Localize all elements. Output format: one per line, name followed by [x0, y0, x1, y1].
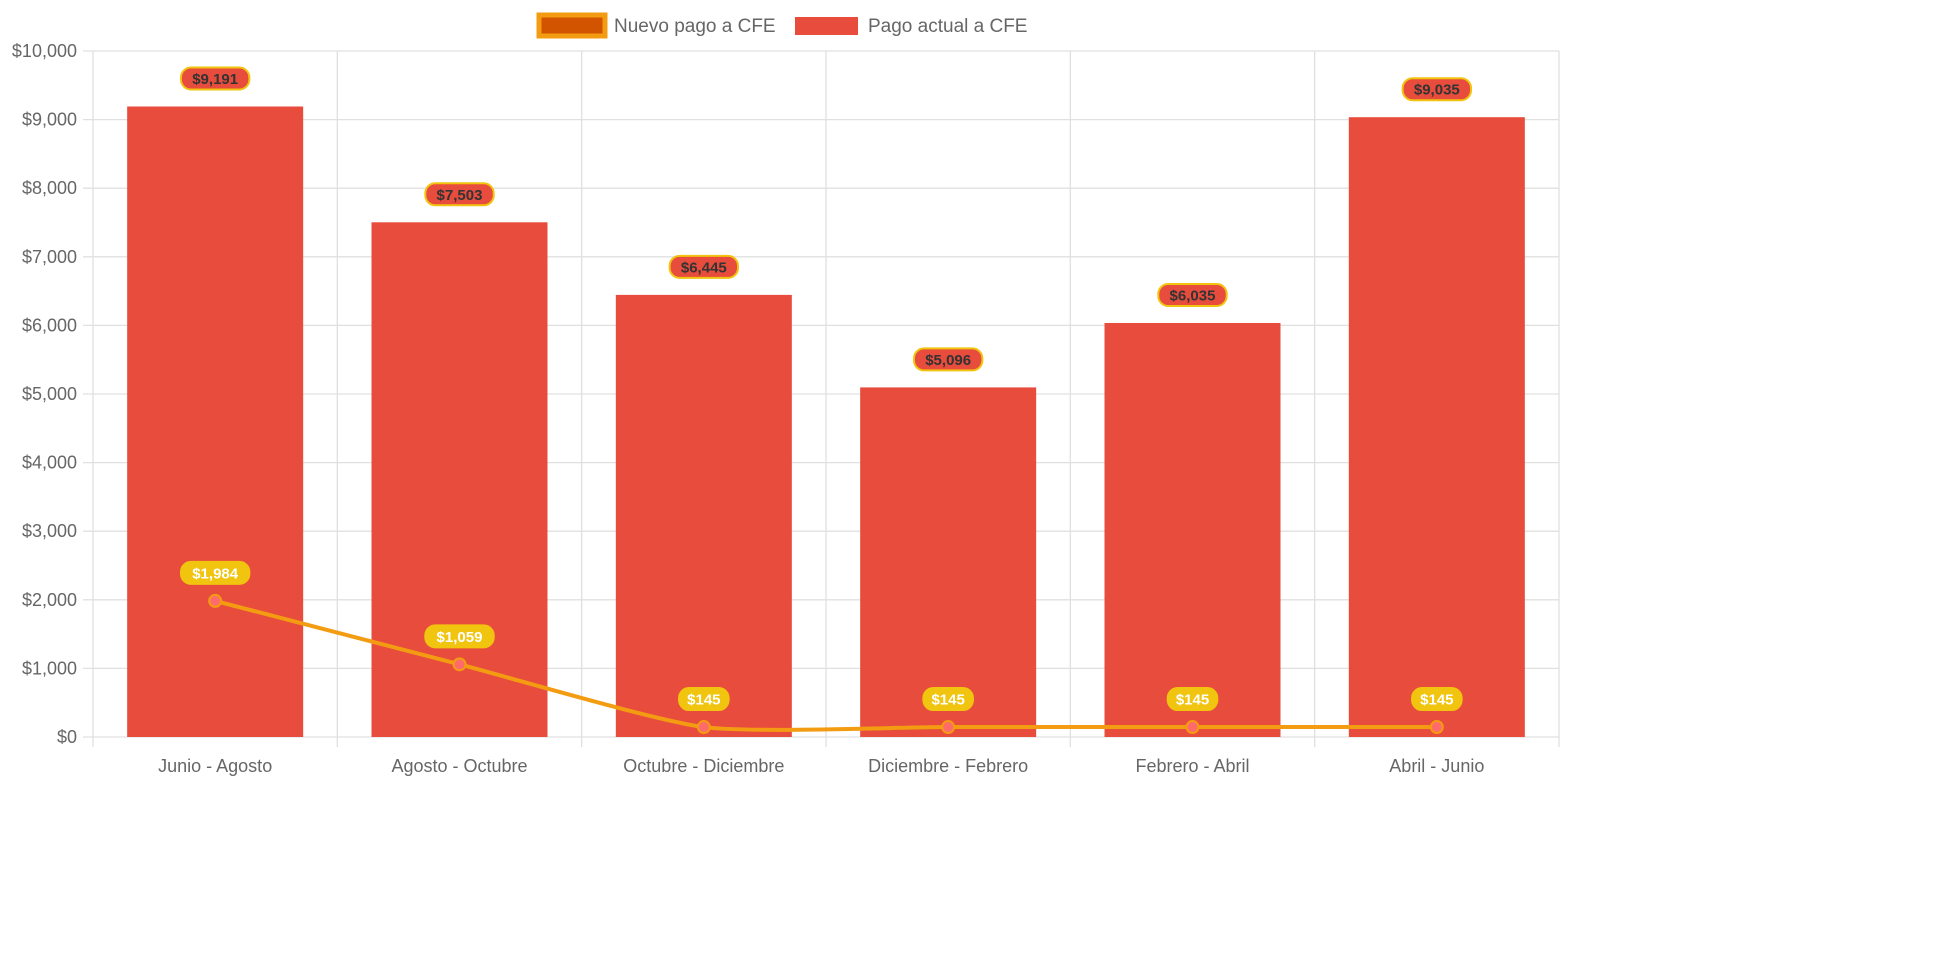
x-tick-label: Agosto - Octubre	[391, 756, 527, 776]
legend-label: Nuevo pago a CFE	[614, 16, 776, 37]
y-tick-label: $4,000	[22, 453, 77, 473]
x-tick-label: Junio - Agosto	[158, 756, 272, 776]
x-tick-label: Diciembre - Febrero	[868, 756, 1028, 776]
y-tick-label: $2,000	[22, 590, 77, 610]
bar-data-label: $9,191	[192, 71, 238, 88]
line-point	[1185, 720, 1200, 735]
data-labels: $9,191 $7,503 $6,445 $5,096 $6,035 $9,035 $1,9…	[179, 66, 1473, 712]
y-axis: $0 $1,000 $2,000 $3,000 $4,000 $5,000 $6,000 $7…	[12, 41, 77, 747]
line-data-label: $145	[931, 692, 964, 709]
legend-swatch-line	[536, 12, 608, 39]
line-data-label: $1,984	[192, 565, 239, 582]
bar-data-label: $5,096	[925, 352, 971, 369]
bar	[860, 387, 1037, 737]
legend-item-nuevo-pago[interactable]: Nuevo pago a CFE	[536, 12, 776, 39]
bar-data-label-bg	[668, 254, 740, 279]
bar-data-label: $7,503	[437, 187, 483, 204]
line-point	[452, 657, 467, 672]
bar	[127, 106, 304, 738]
line-point	[696, 720, 711, 735]
bar	[1104, 322, 1281, 737]
bar-data-label: $6,445	[681, 259, 727, 276]
line-data-label-bg	[179, 560, 251, 585]
line-point	[1429, 720, 1444, 735]
x-axis: Junio - Agosto Agosto - Octubre Octubre - …	[158, 756, 1484, 776]
y-tick-label: $6,000	[22, 315, 77, 335]
line-data-label-bg	[1411, 687, 1463, 712]
bar-data-label: $6,035	[1170, 287, 1216, 304]
bar	[615, 294, 792, 737]
line-data-label: $145	[1176, 692, 1209, 709]
line-point	[208, 593, 223, 608]
y-tick-label: $9,000	[22, 110, 77, 130]
line-point	[941, 720, 956, 735]
y-tick-label: $5,000	[22, 384, 77, 404]
bar-series	[127, 106, 1525, 738]
legend-swatch-bar	[795, 17, 858, 35]
line-data-label: $1,059	[437, 629, 483, 646]
y-tick-label: $0	[57, 727, 77, 747]
line-data-label-bg	[424, 624, 495, 649]
bar-data-label-bg	[424, 182, 495, 207]
x-tick-label: Octubre - Diciembre	[623, 756, 784, 776]
line-data-label-bg	[1166, 687, 1219, 712]
bar	[1348, 117, 1525, 738]
line-series	[208, 593, 1444, 735]
line-data-label: $145	[1420, 692, 1453, 709]
line-path	[214, 598, 1437, 732]
bar-data-label-bg	[179, 66, 251, 91]
y-tick-label: $7,000	[22, 247, 77, 267]
line-data-label-bg	[678, 687, 730, 712]
y-tick-label: $8,000	[22, 178, 77, 198]
line-data-label: $145	[687, 692, 720, 709]
legend: Nuevo pago a CFE Pago actual a CFE	[536, 12, 1027, 39]
bar-data-label-bg	[912, 347, 984, 372]
bar-data-label: $9,035	[1414, 82, 1460, 99]
bar	[371, 222, 548, 738]
bar-data-label-bg	[1157, 282, 1228, 307]
y-tick-label: $10,000	[12, 41, 77, 61]
y-tick-label: $1,000	[22, 658, 77, 678]
x-tick-label: Febrero - Abril	[1135, 756, 1249, 776]
legend-label: Pago actual a CFE	[868, 16, 1027, 37]
grid	[83, 50, 1560, 747]
x-tick-label: Abril - Junio	[1389, 756, 1484, 776]
bar-data-label-bg	[1401, 77, 1473, 102]
line-data-label-bg	[922, 687, 974, 712]
y-tick-label: $3,000	[22, 521, 77, 541]
legend-item-pago-actual[interactable]: Pago actual a CFE	[795, 16, 1027, 37]
